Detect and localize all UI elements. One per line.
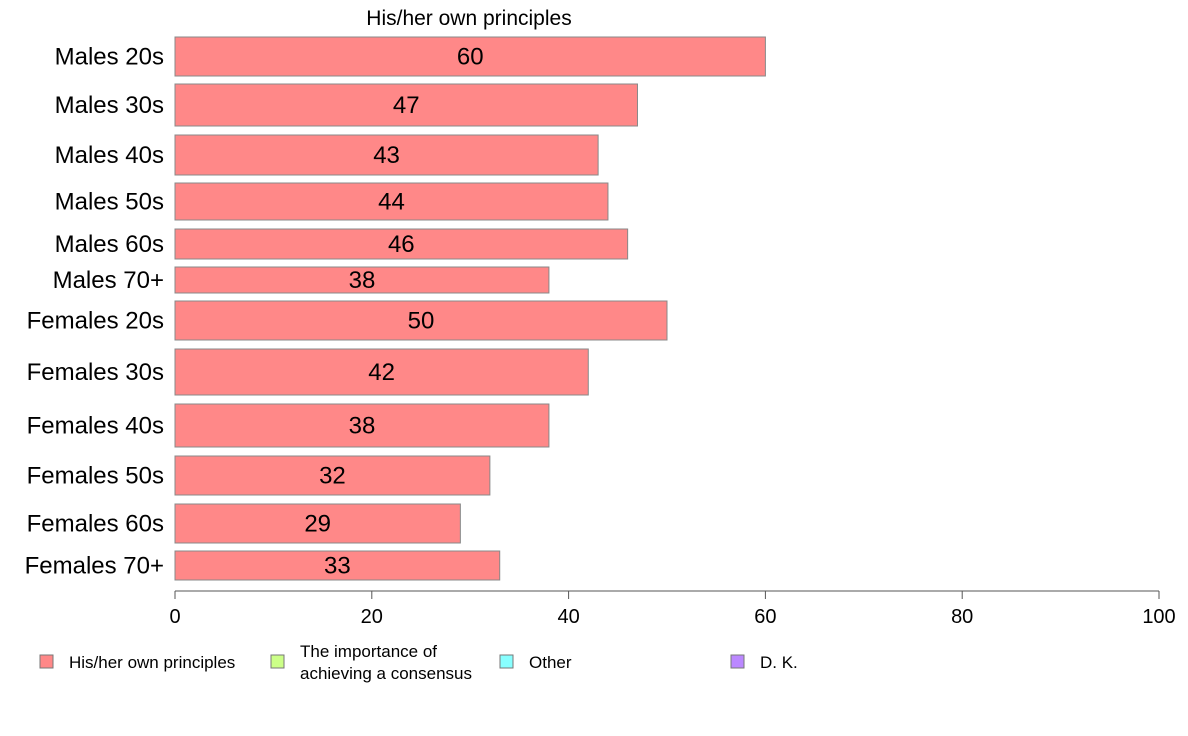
bar — [174, 503, 461, 544]
bar — [174, 228, 629, 260]
x-tick-label: 60 — [754, 606, 776, 628]
legend-label: D. K. — [760, 653, 798, 672]
category-label: Females 50s — [27, 463, 164, 490]
category-label: Females 20s — [27, 308, 164, 335]
bar — [174, 266, 550, 294]
bar-value-label: 46 — [388, 231, 415, 258]
bar-value-label: 60 — [457, 44, 484, 71]
category-label: Males 70+ — [53, 267, 164, 294]
legend-swatch — [499, 654, 514, 669]
category-label: Males 60s — [55, 231, 164, 258]
category-label: Males 40s — [55, 142, 164, 169]
bar — [174, 403, 550, 448]
legend: His/her own principles The importance of a… — [39, 642, 798, 683]
bar-value-label: 47 — [393, 92, 420, 119]
x-axis: 0 20 40 60 80 100 — [169, 590, 1176, 628]
chart-title: His/her own principles — [366, 7, 571, 30]
legend-item: The importance of achieving a consensus — [270, 642, 472, 683]
bar-value-label: 50 — [408, 308, 435, 335]
bar — [174, 300, 668, 341]
bar-value-label: 42 — [368, 359, 395, 386]
bar-value-label: 44 — [378, 189, 405, 216]
legend-item: Other — [499, 653, 572, 672]
legend-label: Other — [529, 653, 572, 672]
bar — [174, 182, 609, 221]
bar-value-label: 32 — [319, 463, 346, 490]
bar-value-label: 43 — [373, 142, 400, 169]
bar — [174, 83, 638, 127]
legend-item: His/her own principles — [39, 653, 235, 672]
x-tick-label: 20 — [361, 606, 383, 628]
legend-swatch — [730, 654, 745, 669]
category-label: Females 60s — [27, 511, 164, 538]
x-tick-label: 100 — [1142, 606, 1175, 628]
legend-label: The importance of — [300, 642, 437, 661]
bar — [174, 134, 599, 176]
bar — [174, 550, 501, 581]
category-label: Males 50s — [55, 189, 164, 216]
category-label: Females 30s — [27, 359, 164, 386]
legend-swatch — [270, 654, 285, 669]
category-label: Females 40s — [27, 413, 164, 440]
bar — [174, 455, 491, 496]
bar-value-label: 38 — [349, 413, 376, 440]
legend-label: achieving a consensus — [300, 664, 472, 683]
bar — [174, 348, 589, 396]
legend-swatch — [39, 654, 54, 669]
category-label: Females 70+ — [25, 553, 164, 580]
legend-item: D. K. — [730, 653, 798, 672]
x-tick-label: 80 — [951, 606, 973, 628]
bar-value-label: 38 — [349, 267, 376, 294]
bars-group: 60 Males 20s 47 Males 30s 43 Males 40s 44 Males… — [25, 36, 766, 581]
x-tick-label: 40 — [557, 606, 579, 628]
category-label: Males 20s — [55, 44, 164, 71]
category-label: Males 30s — [55, 92, 164, 119]
legend-label: His/her own principles — [69, 653, 235, 672]
bar-value-label: 33 — [324, 553, 351, 580]
bar-value-label: 29 — [304, 511, 331, 538]
bar — [174, 36, 766, 77]
x-tick-label: 0 — [169, 606, 180, 628]
